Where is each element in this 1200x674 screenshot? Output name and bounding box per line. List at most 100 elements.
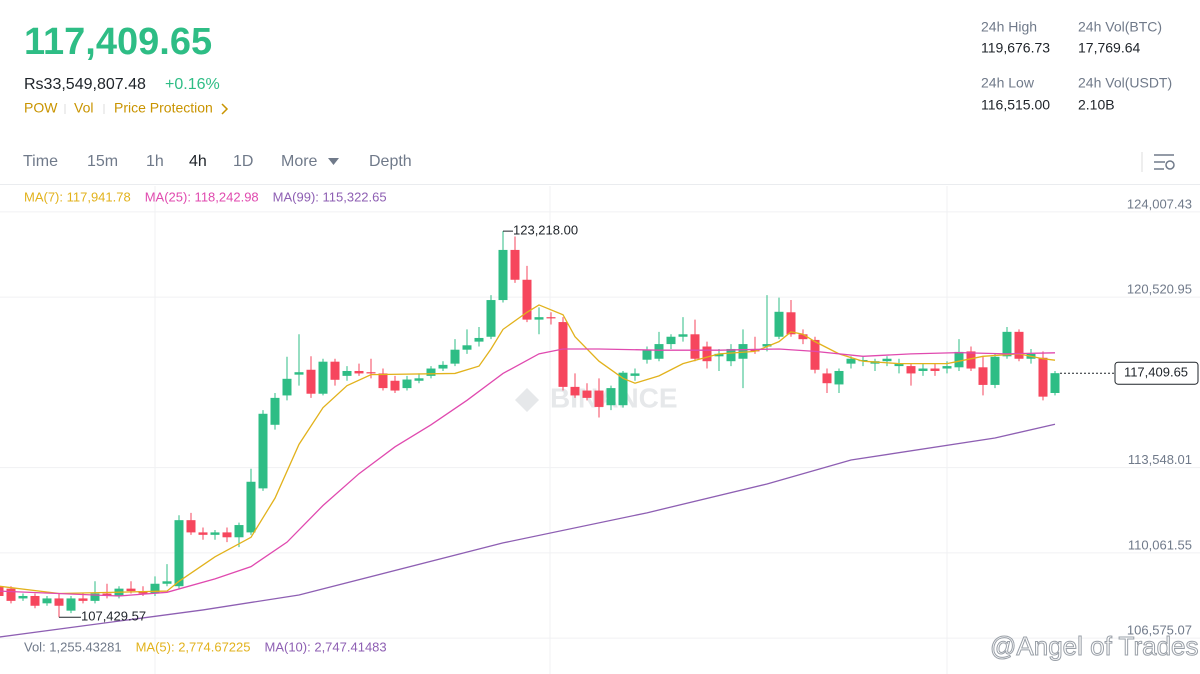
- candle-body: [162, 581, 172, 584]
- ma-legend: MA(7): 117,941.78: [24, 189, 131, 204]
- candle-body: [294, 372, 304, 375]
- change: +0.16%: [165, 76, 220, 93]
- candle-body: [234, 525, 244, 538]
- stat-label: 24h Vol(BTC): [1078, 19, 1162, 35]
- y-tick-label: 120,520.95: [1127, 282, 1192, 297]
- candle-body: [246, 481, 256, 533]
- tag[interactable]: Vol: [74, 100, 93, 116]
- candle-body: [402, 379, 412, 389]
- candle-body: [414, 378, 424, 381]
- y-tick-label: 106,575.07: [1127, 623, 1192, 638]
- candle-body: [654, 344, 664, 359]
- tag[interactable]: Price Protection: [114, 100, 213, 116]
- candle-body: [690, 334, 700, 359]
- candle-body: [978, 367, 988, 385]
- ma-line: [0, 423, 1056, 638]
- candle-body: [150, 583, 160, 594]
- y-tick-label: 113,548.01: [1128, 452, 1192, 467]
- candle-body: [90, 593, 100, 601]
- volume-legend: MA(5): 2,774.67225: [136, 639, 251, 654]
- candle-body: [18, 595, 28, 599]
- candle-body: [390, 380, 400, 391]
- tab[interactable]: More: [281, 153, 318, 170]
- candle-body: [330, 361, 340, 380]
- y-tick-label: 124,007.43: [1127, 196, 1192, 211]
- candle-body: [222, 532, 232, 538]
- ma-line: [0, 304, 1056, 595]
- tab[interactable]: Depth: [369, 153, 412, 170]
- tag[interactable]: POW: [24, 100, 58, 116]
- stat-label: 24h High: [981, 19, 1037, 35]
- candle-body: [774, 311, 784, 337]
- candle-body: [198, 532, 208, 535]
- candle-body: [606, 388, 616, 406]
- stat-value: 116,515.00: [981, 97, 1050, 113]
- candle-body: [270, 397, 280, 425]
- ma-line: [0, 348, 1056, 597]
- price-tag: 117,409.65: [1124, 365, 1188, 380]
- ma-legend: MA(25): 118,242.98: [145, 189, 259, 204]
- watermark-logo: [515, 388, 539, 412]
- ma-legend: MA(99): 115,322.65: [273, 189, 387, 204]
- candle-body: [738, 344, 748, 359]
- candle-body: [66, 598, 76, 611]
- candle-body: [186, 520, 196, 533]
- candle-body: [702, 346, 712, 362]
- candle-body: [582, 390, 592, 398]
- candle-body: [210, 532, 220, 535]
- stat-value: 2.10B: [1078, 97, 1115, 113]
- candle-body: [822, 373, 832, 384]
- tab-active[interactable]: 4h: [189, 153, 207, 170]
- stat-label: 24h Low: [981, 75, 1035, 91]
- candle-body: [318, 361, 328, 394]
- candle-body: [642, 349, 652, 360]
- settings-icon[interactable]: [1154, 154, 1175, 170]
- tab[interactable]: 1D: [233, 153, 253, 170]
- y-tick-label: 110,061.55: [1128, 537, 1192, 552]
- candle-body: [726, 348, 736, 362]
- candle-body: [798, 334, 808, 340]
- candle-body: [990, 356, 1000, 385]
- last-price: 117,409.65: [24, 21, 212, 63]
- candle-body: [42, 598, 52, 604]
- candle-body: [678, 334, 688, 337]
- candle-body: [954, 351, 964, 368]
- candle-body: [450, 349, 460, 364]
- candle-body: [1002, 331, 1012, 357]
- candle-body: [546, 317, 556, 319]
- candle-body: [618, 372, 628, 406]
- candle-body: [474, 337, 484, 342]
- candle-body: [138, 591, 148, 594]
- candle-body: [966, 351, 976, 369]
- candle-body: [78, 598, 88, 601]
- candle-body: [282, 378, 292, 396]
- candle-body: [834, 370, 844, 385]
- candle-body: [714, 353, 724, 357]
- tab[interactable]: 1h: [146, 153, 164, 170]
- volume-legend: MA(10): 2,747.41483: [265, 639, 387, 654]
- candle-body: [882, 358, 892, 362]
- candle-body: [906, 366, 916, 374]
- stat-value: 17,769.64: [1078, 40, 1140, 56]
- candle-body: [894, 363, 904, 367]
- candle-body: [510, 249, 520, 280]
- candle-body: [594, 390, 604, 407]
- candle-body: [174, 520, 184, 587]
- candle-body: [102, 593, 112, 596]
- candle-body: [1050, 373, 1060, 393]
- candle-body: [1038, 357, 1048, 397]
- candle-body: [522, 279, 532, 320]
- candle-body: [930, 368, 940, 371]
- candle-body: [306, 369, 316, 394]
- tab[interactable]: 15m: [87, 153, 118, 170]
- candle-body: [666, 336, 676, 345]
- stat-label: 24h Vol(USDT): [1078, 75, 1172, 91]
- tab[interactable]: Time: [23, 153, 58, 170]
- candle-body: [534, 317, 544, 320]
- candle-body: [54, 598, 64, 606]
- local-price: Rs33,549,807.48: [24, 76, 146, 93]
- candle-body: [426, 368, 436, 376]
- price-tag-box: [1114, 361, 1199, 385]
- volume-legend: Vol: 1,255.43281: [24, 639, 122, 654]
